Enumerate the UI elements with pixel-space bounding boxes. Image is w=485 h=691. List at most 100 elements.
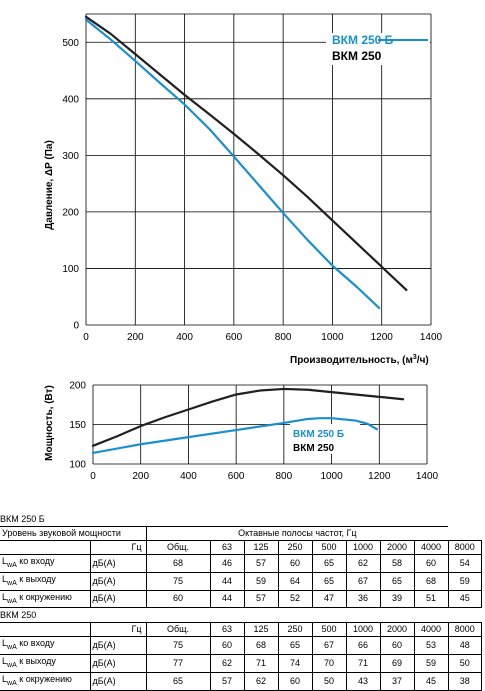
table2-row-label: LwA ко входу: [0, 637, 90, 655]
table2-cell: 53: [414, 637, 448, 655]
table1-cell: 59: [448, 572, 481, 590]
pressure-x-tick-label: 1000: [321, 332, 344, 343]
table1-cell: 64: [278, 572, 312, 590]
table2-cell: 57: [210, 672, 244, 690]
table2-cell: 66: [346, 637, 380, 655]
pressure-x-tick-label: 400: [176, 332, 193, 343]
table2-row-label: LwA к выходу: [0, 655, 90, 673]
table1-body: LwA ко входу дБ(А) 68 46 57 60 65 62 58 60 54 LwA к…: [0, 555, 482, 608]
table1-cell: 60: [146, 590, 210, 608]
pressure-x-tick-label: 1400: [420, 332, 443, 343]
table2-column-header: 4000: [414, 623, 448, 637]
table1-cell: 62: [346, 555, 380, 573]
table1-cell: 68: [146, 555, 210, 573]
table2-cell: 68: [244, 637, 278, 655]
power-x-tick-label: 800: [276, 471, 293, 482]
table2-column-header: 8000: [448, 623, 482, 637]
table1-row: LwA к окружению дБ(А) 60 44 57 52 47 36 39 51 45: [0, 590, 482, 608]
power-legend-a: ВКМ 250: [293, 443, 335, 454]
table2-cell: 60: [278, 672, 312, 690]
table1-cell: 45: [448, 590, 481, 608]
pressure-y-tick-label: 500: [62, 38, 79, 49]
pressure-y-tick-label: 400: [62, 94, 79, 105]
table2-row-unit: дБ(А): [90, 637, 146, 655]
power-x-tick-label: 1400: [416, 471, 439, 482]
power-y-axis-label: Мощность, (Вт): [44, 385, 55, 461]
table1-cell: 52: [278, 590, 312, 608]
table1-column-header: 8000: [448, 541, 481, 555]
pressure-y-tick-label: 0: [73, 321, 79, 332]
table1-cell: 59: [244, 572, 278, 590]
table1-column-header: Общ.: [146, 541, 210, 555]
table1-cell: 36: [346, 590, 380, 608]
table2-cell: 59: [414, 655, 448, 673]
table1-cell: 51: [414, 590, 448, 608]
table1-cell: 57: [244, 555, 278, 573]
table1-cell: 65: [312, 572, 346, 590]
power-x-tick-label: 400: [180, 471, 197, 482]
table2-cell: 75: [146, 637, 210, 655]
table1-column-header: 1000: [346, 541, 380, 555]
table1-row-label: LwA к выходу: [0, 572, 90, 590]
table1-row-unit: дБ(А): [90, 590, 146, 608]
table1-column-header: 2000: [380, 541, 414, 555]
table2-row-unit: дБ(А): [90, 655, 146, 673]
pressure-y-axis-label: Давление, ΔP (Па): [44, 140, 55, 230]
table1-column-header: 125: [244, 541, 278, 555]
table1-blank-cell: [0, 541, 90, 555]
table1-column-row: Гц Общ. 63 125 250 500 1000 2000 4000 8000: [0, 541, 482, 555]
table1-row: LwA ко входу дБ(А) 68 46 57 60 65 62 58 60 54: [0, 555, 482, 573]
table2-cell: 65: [146, 672, 210, 690]
pressure-x-tick-label: 600: [226, 332, 243, 343]
table1-cell: 68: [414, 572, 448, 590]
table1-column-header: 250: [278, 541, 312, 555]
table1-cell: 67: [346, 572, 380, 590]
table2-cell: 60: [380, 637, 414, 655]
table2-cell: 43: [346, 672, 380, 690]
table1-hz-label: Гц: [90, 541, 146, 555]
pressure-legend-b: ВКМ 250 Б: [332, 33, 394, 47]
table1-column-header: 63: [210, 541, 244, 555]
pressure-y-tick-label: 300: [62, 151, 79, 162]
table1-row-unit: дБ(А): [90, 572, 146, 590]
table2-cell: 71: [244, 655, 278, 673]
table2-cell: 62: [244, 672, 278, 690]
table2-hz-label: Гц: [90, 623, 146, 637]
table2-column-header: 63: [210, 623, 244, 637]
table2-cell: 38: [448, 672, 482, 690]
table1-row-label: LwA ко входу: [0, 555, 90, 573]
table2-row: LwA к окружению дБ(А) 65 57 62 60 50 43 37 45 38: [0, 672, 482, 690]
pressure-y-tick-label: 100: [62, 264, 79, 275]
table2-cell: 50: [448, 655, 482, 673]
table1-cell: 65: [312, 555, 346, 573]
table1-cell: 39: [380, 590, 414, 608]
power-chart: 0 200 400 600 800 1000 1200 1400100150200 ВКМ 2…: [0, 365, 485, 500]
sound-table-2: Гц Общ. 63 125 250 500 1000 2000 4000 8000 LwA к…: [0, 622, 482, 690]
table2-cell: 62: [210, 655, 244, 673]
power-legend-b: ВКМ 250 Б: [293, 429, 344, 440]
sound-tables: ВКМ 250 Б Уровень звуковой мощности Окта…: [0, 512, 485, 691]
table2-cell: 50: [312, 672, 346, 690]
table2-cell: 67: [312, 637, 346, 655]
pressure-chart: 0 200 400 600 800 1000 1200 1400 0 100 200 300 400 50…: [0, 0, 485, 370]
power-x-tick-label: 200: [132, 471, 149, 482]
table1-cell: 57: [244, 590, 278, 608]
pressure-legend-a: ВКМ 250: [332, 49, 382, 63]
table2-cell: 69: [380, 655, 414, 673]
table2-cell: 71: [346, 655, 380, 673]
table2-cell: 70: [312, 655, 346, 673]
pressure-x-tick-label: 200: [127, 332, 144, 343]
table2-cell: 48: [448, 637, 482, 655]
table2-row-unit: дБ(А): [90, 672, 146, 690]
table2-title: ВКМ 250: [0, 608, 485, 622]
table1-cell: 58: [380, 555, 414, 573]
table2-row: LwA к выходу дБ(А) 77 62 71 74 70 71 69 59 50: [0, 655, 482, 673]
table1-cell: 44: [210, 572, 244, 590]
table2-column-header: 500: [312, 623, 346, 637]
table2-column-row: Гц Общ. 63 125 250 500 1000 2000 4000 8000: [0, 623, 482, 637]
table1-header-row: Уровень звуковой мощности Октавные полос…: [0, 527, 482, 541]
power-ticks: 0 200 400 600 800 1000 1200 1400100150200: [69, 381, 438, 483]
table2-column-header: 1000: [346, 623, 380, 637]
table1-row-unit: дБ(А): [90, 555, 146, 573]
table1-column-header: 500: [312, 541, 346, 555]
